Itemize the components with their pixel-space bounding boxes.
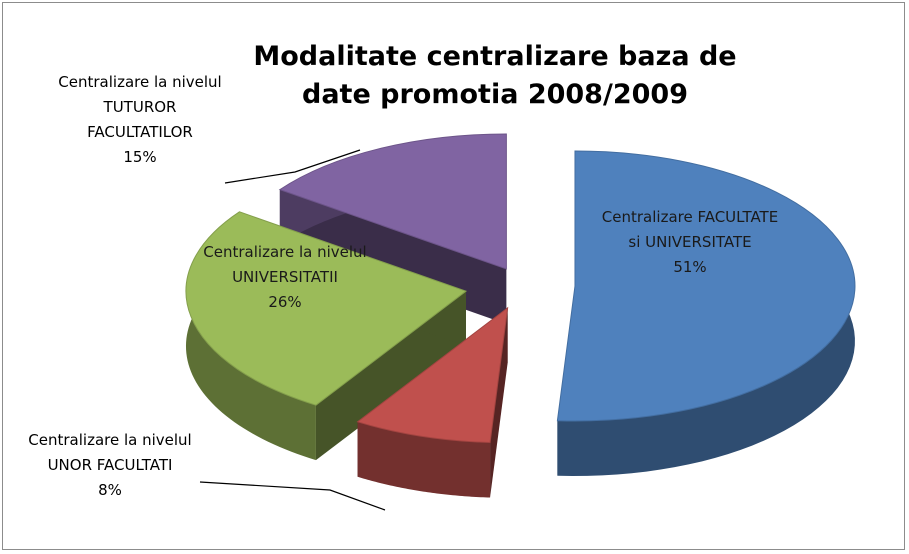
slice bbox=[556, 150, 856, 422]
data-label: Centralizare la nivelul UNIVERSITATII 26% bbox=[195, 240, 375, 315]
data-label: Centralizare la nivelul TUTUROR FACULTAT… bbox=[50, 70, 230, 170]
percent-label: 15% bbox=[123, 148, 157, 166]
percent-label: 8% bbox=[98, 481, 122, 499]
slice bbox=[185, 211, 468, 406]
chart-title: Modalitate centralizare baza de date pro… bbox=[253, 41, 737, 110]
category-label: Centralizare la nivelul UNIVERSITATII bbox=[203, 243, 367, 286]
leader-line bbox=[224, 149, 361, 184]
data-label: Centralizare FACULTATE si UNIVERSITATE 51… bbox=[600, 205, 780, 280]
leader-line bbox=[199, 481, 386, 511]
slice bbox=[356, 306, 509, 444]
slice-wall bbox=[315, 291, 466, 461]
data-label: Centralizare la nivelul UNOR FACULTATI 8% bbox=[20, 428, 200, 503]
slice bbox=[278, 133, 507, 270]
percent-label: 51% bbox=[673, 258, 707, 276]
percent-label: 26% bbox=[268, 293, 302, 311]
category-label: Centralizare la nivelul TUTUROR FACULTAT… bbox=[58, 73, 222, 141]
category-label: Centralizare FACULTATE si UNIVERSITATE bbox=[601, 208, 779, 251]
category-label: Centralizare la nivelul UNOR FACULTATI bbox=[28, 431, 192, 474]
